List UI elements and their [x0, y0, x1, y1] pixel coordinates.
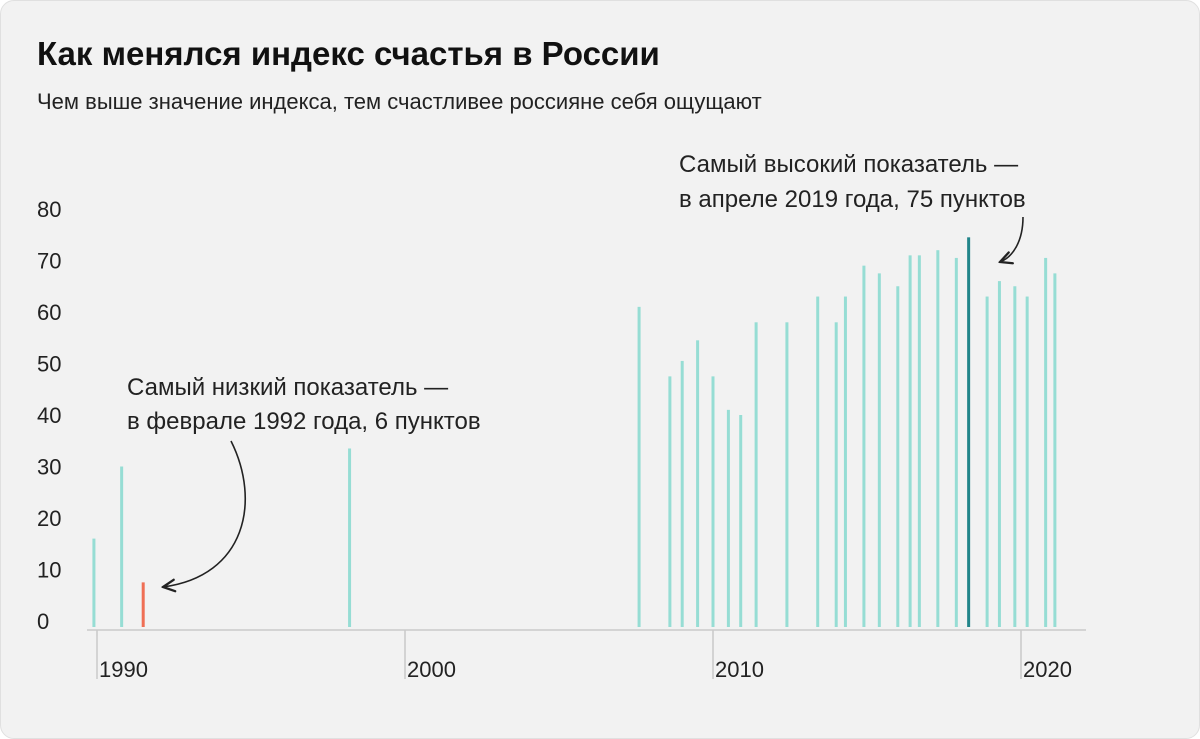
bar [1013, 286, 1017, 627]
bar [785, 322, 789, 627]
y-tick-label: 60 [37, 300, 61, 325]
bar [680, 360, 684, 627]
x-tick-label: 2020 [1023, 657, 1072, 682]
bar [985, 296, 989, 627]
bar [739, 415, 743, 627]
bar [1025, 296, 1029, 627]
y-tick-label: 80 [37, 197, 61, 222]
chart-title: Как менялся индекс счастья в России [37, 35, 660, 72]
bar [908, 255, 912, 627]
bar [816, 296, 820, 627]
bar [834, 322, 838, 627]
bar-lowest [141, 582, 145, 627]
bar [954, 257, 958, 627]
bar [862, 265, 866, 627]
bar [726, 409, 730, 627]
bar [936, 250, 940, 627]
bar [997, 281, 1001, 627]
bar [1044, 257, 1048, 627]
annotation-highest-line1: Самый высокий показатель — [679, 151, 1018, 178]
x-tick-label: 2000 [407, 657, 456, 682]
bar [754, 322, 758, 627]
bar [917, 255, 921, 627]
y-axis-labels: 80 70 60 50 40 30 20 10 0 [37, 197, 61, 634]
annotation-lowest-line1: Самый низкий показатель — [127, 374, 448, 401]
x-tick-label: 1990 [99, 657, 148, 682]
y-tick-label: 30 [37, 455, 61, 480]
y-tick-label: 50 [37, 352, 61, 377]
x-axis-ticks: 1990 2000 2010 2020 [96, 630, 1072, 682]
y-tick-label: 10 [37, 558, 61, 583]
bar [637, 306, 641, 627]
bar [120, 466, 124, 627]
y-tick-label: 0 [37, 609, 49, 634]
bar [1053, 273, 1057, 627]
bar-highest [967, 237, 971, 627]
annotation-highest-line2: в апреле 2019 года, 75 пунктов [679, 186, 1026, 213]
bar [668, 376, 672, 627]
y-tick-label: 20 [37, 506, 61, 531]
bar [843, 296, 847, 627]
bar [877, 273, 881, 627]
annotation-highest-arrow [1000, 216, 1024, 262]
bar [896, 286, 900, 627]
annotation-lowest-arrow [163, 440, 247, 587]
bar [711, 376, 715, 627]
bar [348, 448, 352, 627]
bar [696, 340, 700, 627]
chart-subtitle: Чем выше значение индекса, тем счастливе… [37, 89, 762, 114]
annotation-lowest-line2: в феврале 1992 года, 6 пунктов [127, 408, 481, 435]
y-tick-label: 70 [37, 249, 61, 274]
x-tick-label: 2010 [715, 657, 764, 682]
bar [92, 538, 96, 627]
y-tick-label: 40 [37, 403, 61, 428]
bar-series [92, 237, 1057, 627]
